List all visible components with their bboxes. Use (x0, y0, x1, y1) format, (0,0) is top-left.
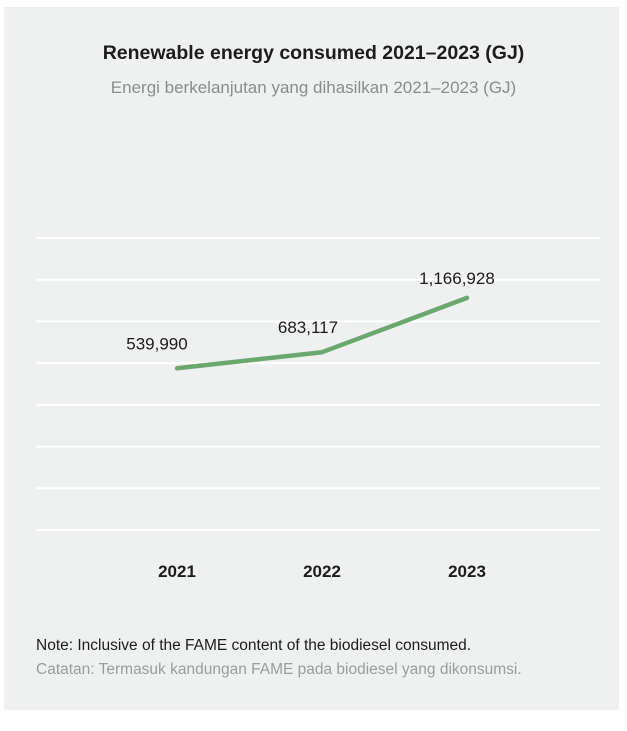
data-label: 539,990 (126, 334, 187, 353)
data-point-2021 (174, 366, 180, 371)
note-english: Note: Inclusive of the FAME content of t… (36, 637, 472, 654)
data-point-2022 (319, 350, 325, 355)
data-label: 683,117 (278, 318, 338, 337)
x-tick-label: 2022 (303, 562, 341, 581)
x-tick-label: 2023 (448, 562, 486, 581)
data-point-2023 (464, 295, 470, 301)
chart-subtitle: Energi berkelanjutan yang dihasilkan 202… (110, 78, 517, 97)
chart-note: Note: Inclusive of the FAME content of t… (36, 634, 596, 682)
data-label: 1,166,928 (419, 269, 495, 288)
note-indonesian: Catatan: Termasuk kandungan FAME pada bi… (36, 661, 522, 678)
x-tick-label: 2021 (158, 562, 196, 581)
chart-card (4, 7, 619, 710)
chart-title: Renewable energy consumed 2021–2023 (GJ) (102, 42, 525, 64)
